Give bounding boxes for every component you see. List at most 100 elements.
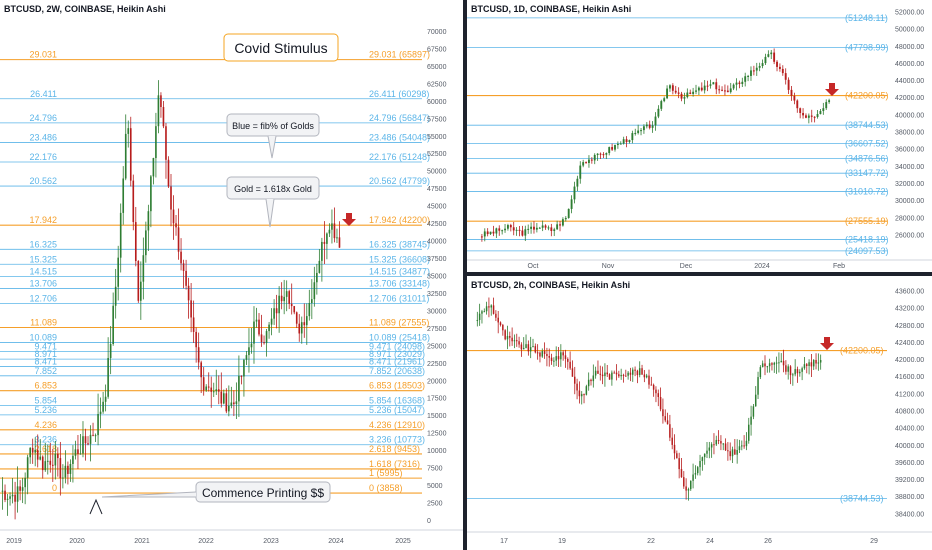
y-tick-label: 34000.00 (895, 164, 924, 171)
btc-1d-candle (593, 154, 596, 161)
vertical-divider[interactable] (463, 0, 467, 550)
btc-1d-candle (790, 89, 793, 96)
btc-2h-candle (676, 453, 678, 459)
btc-2h-candle (509, 335, 511, 338)
chart-2w-canvas[interactable]: 29.031 29.031 (65897) 26.411 26.411 (60298)… (0, 0, 463, 550)
fib-level-left-label: 14.515 (29, 266, 57, 276)
btc-1d-candle (703, 85, 706, 91)
btc-2w-candle (283, 296, 285, 302)
btc-2w-candle (245, 355, 248, 360)
btc-2w-candle (1, 490, 4, 492)
btc-2w-candle (82, 436, 84, 454)
btc-1d-candle (726, 90, 729, 93)
btc-2h-candle (483, 311, 486, 313)
btc-2h-candle (541, 351, 544, 357)
btc-1d-candle (567, 208, 570, 218)
btc-2h-candle (490, 305, 492, 308)
btc-2h-candle (727, 450, 729, 452)
btc-1d-candle (559, 224, 561, 226)
btc-2w-candle (142, 255, 145, 282)
horizontal-divider[interactable] (467, 272, 932, 276)
btc-2w-candle (44, 461, 47, 471)
btc-1d-candle (590, 159, 593, 161)
btc-1d-candle (509, 225, 512, 228)
btc-1d-candle (741, 81, 744, 85)
btc-2h-candle (560, 352, 562, 360)
btc-2w-candle (243, 359, 245, 377)
btc-2w-candle (212, 391, 215, 393)
y-tick-label: 41600.00 (895, 374, 924, 381)
fib-level-left-label: 3.236 (34, 435, 57, 445)
btc-2h-candle (775, 362, 778, 364)
btc-2w-candle (147, 211, 150, 231)
btc-1d-candle (518, 229, 521, 231)
btc-1d-candle (709, 84, 712, 86)
fib-level-left-label: 11.089 (30, 317, 57, 327)
btc-1d-candle (810, 115, 813, 117)
btc-1d-candle (611, 147, 614, 150)
btc-2h-candle (506, 335, 509, 340)
y-tick-label: 45000 (427, 204, 447, 211)
btc-1d-candle (602, 154, 605, 156)
btc-2w-candle (97, 413, 99, 436)
chart-panel-1d[interactable]: (51248.11) (47798.99) (42200.05) (38744.53)… (467, 0, 932, 272)
btc-2h-candle (731, 449, 734, 457)
y-tick-label: 30000.00 (895, 198, 924, 205)
y-tick-label: 44000.00 (895, 78, 924, 85)
btc-2h-candle (583, 394, 585, 396)
down-arrow-icon (342, 213, 356, 226)
y-tick-label: 38000.00 (895, 130, 924, 137)
btc-2w-candle (331, 223, 333, 230)
chart-panel-2h[interactable]: (42200.05) (38744.53) 43600.00 43200.00 4280… (467, 276, 932, 550)
btc-2w-candle (265, 331, 268, 344)
fib-level-left-label: 22.176 (29, 152, 57, 162)
btc-1d-candle (805, 115, 807, 118)
btc-1d-candle (550, 227, 553, 231)
fib-level-right-label: 23.486 (54048) (369, 132, 430, 142)
x-tick-label: 24 (706, 538, 714, 545)
fib-level-left-label: 2.618 (34, 444, 57, 454)
fib-level-left-label: 10.089 (29, 332, 57, 342)
btc-1d-candle (544, 225, 547, 228)
btc-2h-candle (743, 445, 745, 447)
btc-2w-candle (305, 316, 308, 326)
fib-level-left-label: 24.796 (29, 113, 57, 123)
btc-2h-candle (518, 341, 520, 345)
btc-1d-candle (654, 116, 657, 126)
btc-2h-candle (592, 375, 595, 382)
fib-level-label: (42200.05) (840, 346, 884, 356)
fib-level-right-label: 17.942 (42200) (369, 215, 430, 225)
btc-2w-candle (180, 251, 182, 264)
btc-2w-candle (114, 286, 117, 306)
y-tick-label: 40400.00 (895, 426, 924, 433)
btc-2w-candle (170, 186, 172, 210)
btc-2w-candle (79, 453, 82, 455)
blue-note-text: Blue = fib% of Golds (232, 121, 314, 131)
chart-panel-2w[interactable]: 29.031 29.031 (65897) 26.411 26.411 (60298)… (0, 0, 463, 550)
btc-2h-candle (736, 449, 738, 455)
btc-2h-candle (664, 416, 666, 421)
btc-2h-candle (803, 364, 806, 369)
btc-2h-candle (648, 375, 650, 385)
y-tick-label: 67500 (427, 46, 447, 53)
btc-2h-candle (622, 374, 625, 376)
y-tick-label: 62500 (427, 81, 447, 88)
btc-1d-candle (553, 229, 556, 231)
fib-level-left-label: 8.471 (34, 357, 57, 367)
btc-2h-candle (789, 366, 792, 376)
btc-2w-candle (316, 272, 318, 283)
y-tick-label: 48000.00 (895, 44, 924, 51)
btc-2w-candle (21, 487, 24, 491)
btc-2w-candle (112, 305, 114, 344)
chart-2h-canvas[interactable]: (42200.05) (38744.53) 43600.00 43200.00 4280… (467, 276, 932, 550)
btc-2h-candle (476, 319, 479, 321)
btc-1d-candle (761, 63, 764, 67)
btc-2h-candle (699, 461, 701, 468)
chart-1d-canvas[interactable]: (51248.11) (47798.99) (42200.05) (38744.53)… (467, 0, 932, 272)
btc-2w-candle (321, 241, 323, 261)
btc-2h-candle (724, 443, 727, 451)
btc-2w-candle (132, 180, 135, 223)
fib-level-left-label: 5.854 (34, 396, 57, 406)
btc-2w-candle (258, 319, 260, 335)
btc-2w-candle (4, 490, 6, 500)
